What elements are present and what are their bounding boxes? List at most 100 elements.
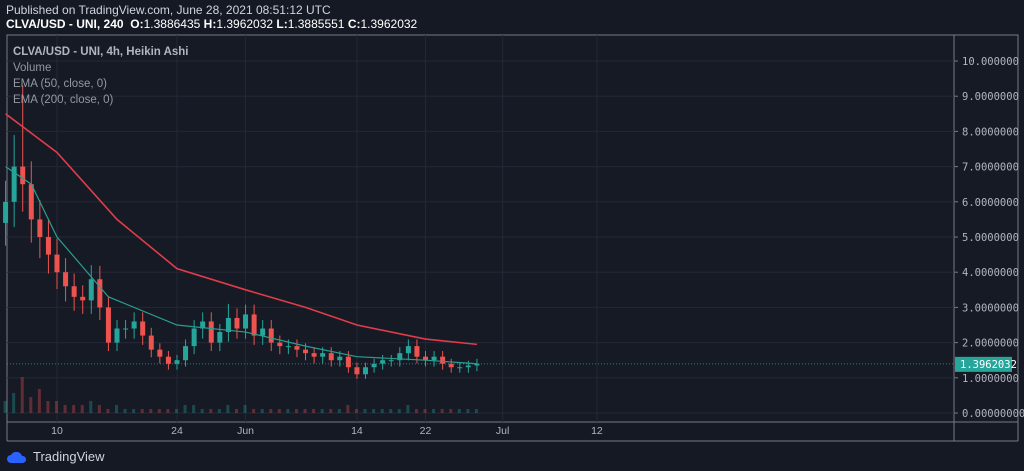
x-tick-label: Jun (237, 425, 254, 437)
x-tick-label: 22 (420, 425, 432, 437)
candle-body (88, 279, 94, 301)
volume-bar (363, 409, 367, 413)
volume-bar (449, 409, 453, 413)
candle-body (157, 349, 163, 357)
candle-body (63, 272, 69, 287)
candle-body (123, 328, 129, 330)
candle-body (243, 314, 249, 329)
candle-body (191, 328, 197, 347)
y-tick-label: 1.0000000 (962, 373, 1019, 385)
volume-bar (20, 377, 24, 413)
volume-bar (320, 409, 324, 413)
volume-bar (260, 409, 264, 413)
candle-body (260, 328, 266, 336)
candle-body (414, 346, 420, 357)
ohlc-line: CLVA/USD - UNI, 240 O:1.3886435 H:1.3962… (6, 17, 417, 31)
volume-bar (12, 393, 16, 413)
y-tick-label: 8.0000000 (962, 126, 1019, 138)
volume-bar (457, 409, 461, 413)
chart-frame (6, 34, 1019, 423)
volume-bar (303, 409, 307, 413)
y-tick-label: 9.0000000 (962, 91, 1019, 103)
volume-bar (286, 409, 290, 413)
candle-body (105, 307, 111, 343)
volume-bar (466, 409, 470, 413)
ema50-line (5, 166, 477, 365)
legend-title: CLVA/USD - UNI, 4h, Heikin Ashi (13, 46, 189, 58)
candle-body (303, 349, 309, 354)
volume-bar (354, 409, 358, 413)
x-tick-label: 24 (171, 425, 183, 437)
volume-bar (72, 405, 76, 413)
candle-body (345, 356, 351, 368)
volume-bar (55, 401, 58, 413)
volume-bar (3, 401, 7, 413)
close-value: 1.3962032 (360, 17, 418, 31)
candle-body (405, 346, 411, 354)
volume-bar (183, 405, 187, 413)
candle-body (3, 201, 9, 223)
candle-body (140, 321, 146, 336)
candle-body (277, 342, 283, 347)
candle-body (114, 328, 120, 343)
volume-bar (329, 409, 333, 413)
x-tick-label: 14 (351, 425, 363, 437)
volume-bar (252, 409, 256, 413)
candle-body (28, 184, 34, 220)
x-tick-label: 12 (591, 425, 603, 437)
candle-body (448, 363, 454, 368)
close-label: C: (347, 17, 361, 31)
candle-body (174, 360, 180, 364)
volume-bar (414, 409, 418, 413)
volume-bar (174, 409, 178, 413)
volume-bar (269, 409, 273, 413)
candle-body (54, 254, 60, 273)
y-tick-label: 0.00000000 (962, 408, 1024, 420)
volume-bar (277, 409, 281, 413)
volume-bar (97, 405, 101, 413)
volume-bar (346, 405, 350, 413)
candle-body (388, 360, 394, 362)
candle-body (320, 353, 326, 357)
candle-body (294, 346, 300, 350)
legend-ema200[interactable]: EMA (200, close, 0) (13, 94, 114, 106)
volume-bar (312, 409, 316, 413)
candle-body (431, 356, 437, 361)
volume-bar (226, 405, 230, 413)
x-tick-label: Jul (496, 425, 509, 437)
tradingview-logo[interactable]: TradingView (6, 449, 105, 464)
candle-body (71, 286, 77, 297)
candle-body (380, 360, 386, 364)
brand-name: TradingView (33, 449, 105, 464)
y-tick-label: 10.000000 (962, 56, 1019, 68)
candle-body (200, 321, 206, 329)
volume-bar (106, 409, 110, 413)
candle-body (11, 166, 17, 202)
last-price-label: 1.3962032 (960, 359, 1017, 371)
volume-bar (243, 405, 247, 413)
volume-bar (140, 409, 144, 413)
candle-body (457, 367, 463, 369)
candle-body (268, 328, 274, 343)
candle-body (251, 314, 257, 336)
y-tick-label: 6.0000000 (962, 197, 1019, 209)
candle-body (225, 317, 231, 333)
high-label: H: (203, 17, 217, 31)
volume-bar (423, 409, 427, 413)
candle-body (217, 332, 223, 343)
legend-ema50[interactable]: EMA (50, close, 0) (13, 78, 107, 90)
candle-body (328, 353, 334, 361)
open-value: 1.3886435 (143, 17, 201, 31)
candle-body (474, 363, 480, 366)
y-tick-label: 2.0000000 (962, 338, 1019, 350)
volume-bar (89, 401, 93, 413)
volume-bar (440, 409, 444, 413)
candle-body (285, 346, 291, 348)
last-price-badge (955, 356, 1012, 372)
chart-legend: CLVA/USD - UNI, 4h, Heikin Ashi Volume E… (13, 44, 189, 108)
candle-body (183, 346, 189, 361)
candle-body (148, 335, 154, 350)
volume-bar (157, 409, 161, 413)
legend-volume[interactable]: Volume (13, 62, 52, 74)
